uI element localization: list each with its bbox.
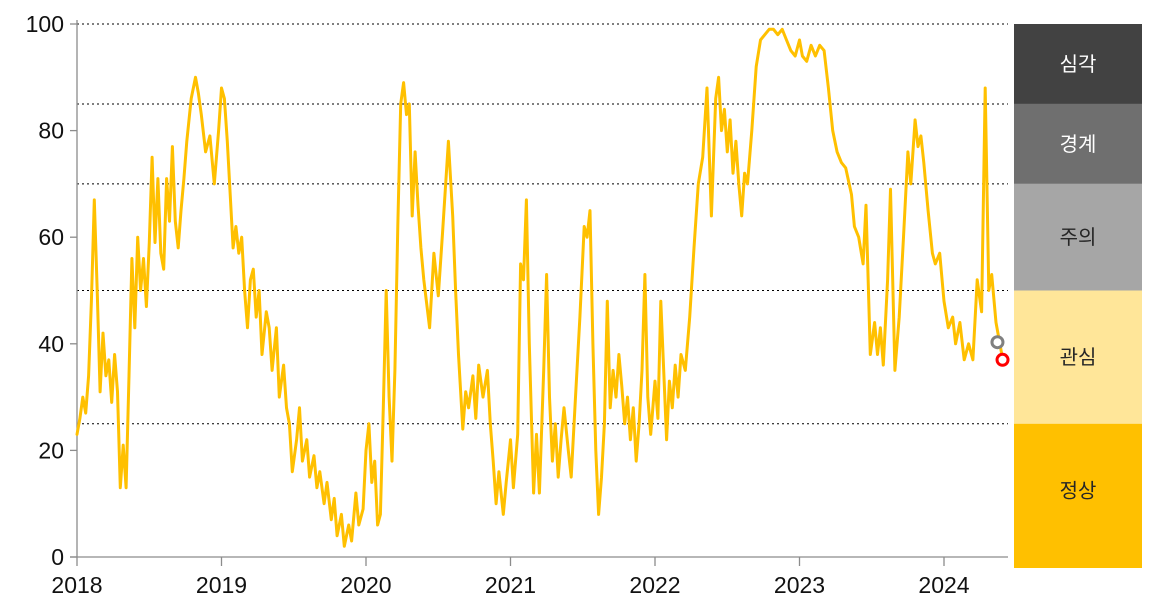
x-tick-label: 2022 [629,572,680,598]
x-tick-label: 2020 [340,572,391,598]
legend-band-label: 경계 [1060,133,1097,156]
legend-band-label: 주의 [1060,226,1097,249]
legend-band-label: 정상 [1060,479,1097,502]
legend-band [1014,423,1142,568]
legend-band [1014,24,1142,104]
legend-band [1014,290,1142,424]
legend-band-label: 관심 [1060,346,1097,369]
index-line [75,27,1004,548]
x-tick-label: 2024 [918,572,969,598]
x-tick-label: 2018 [51,572,102,598]
x-tick-label: 2019 [196,572,247,598]
y-tick-label: 100 [26,11,64,37]
y-tick-label: 0 [51,544,64,570]
legend-band-label: 심각 [1060,53,1097,76]
y-tick-label: 20 [38,437,64,463]
y-tick-label: 60 [38,224,64,250]
legend-band [1014,183,1142,291]
y-tick-label: 80 [38,118,64,144]
y-tick-label: 40 [38,331,64,357]
latest-value-marker [995,352,1010,367]
x-tick-label: 2023 [774,572,825,598]
x-tick-label: 2021 [485,572,536,598]
previous-value-marker [990,335,1005,350]
legend-band [1014,103,1142,184]
